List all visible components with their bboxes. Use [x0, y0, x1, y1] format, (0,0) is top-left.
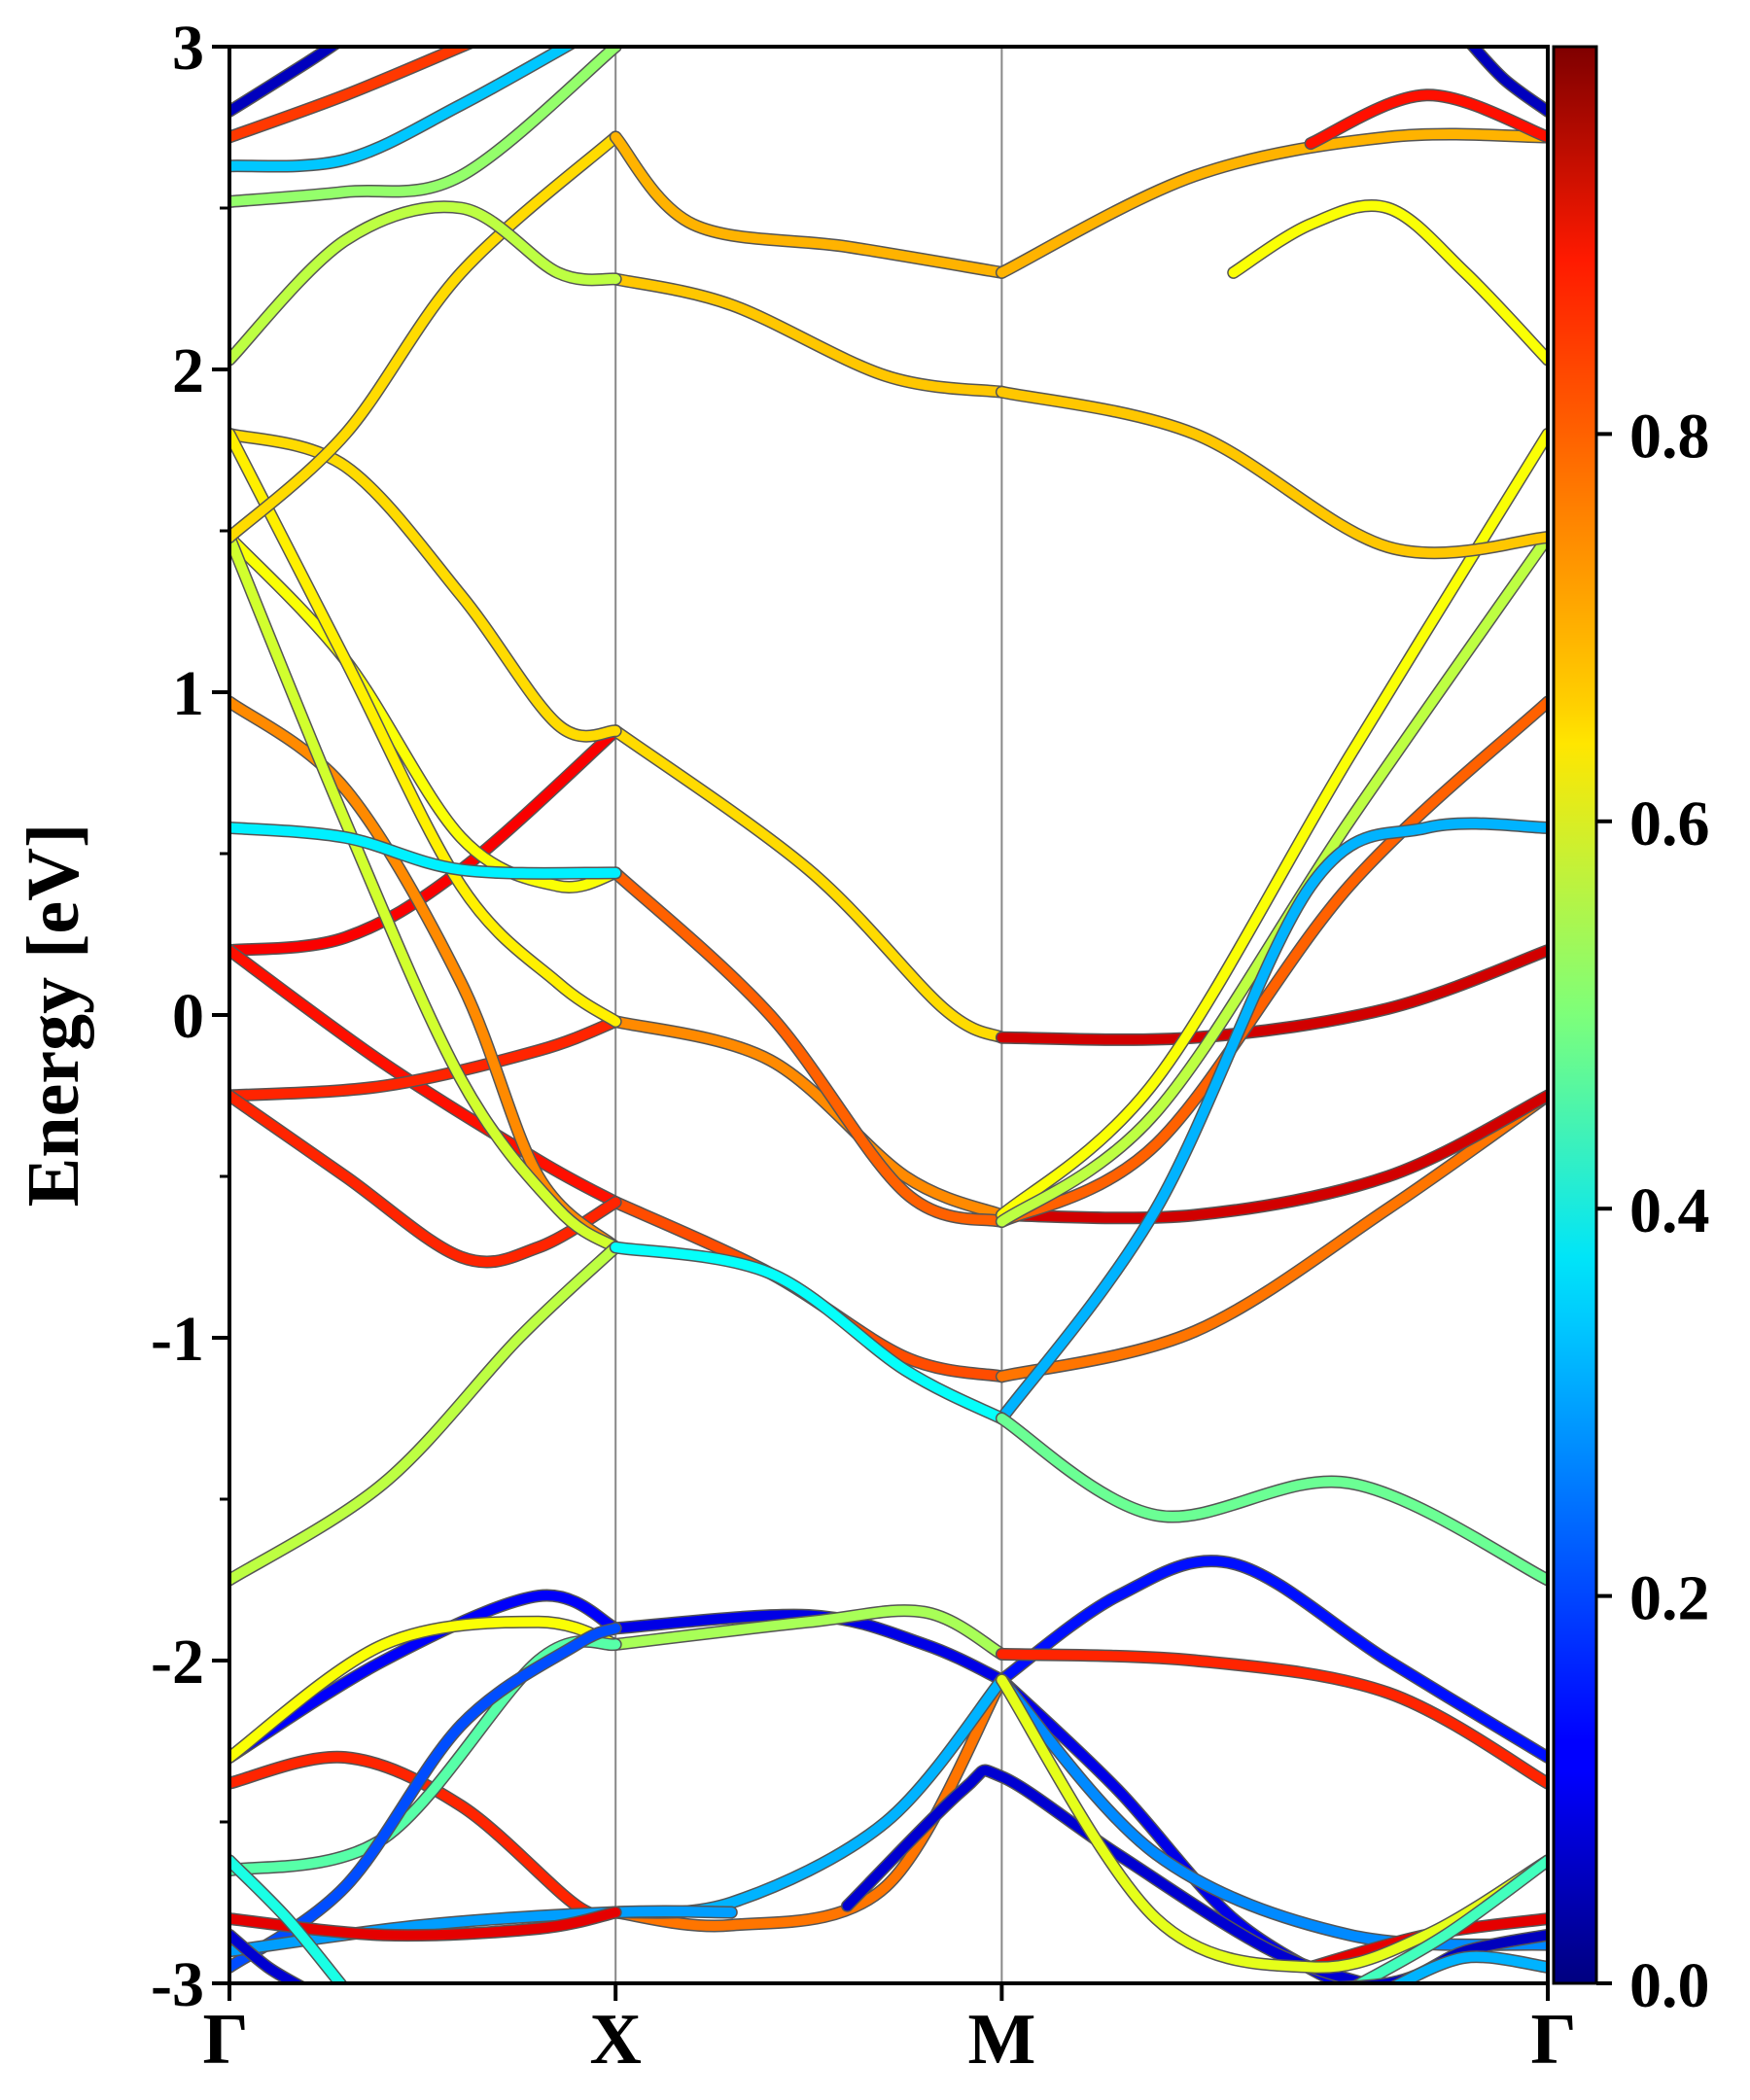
- colorbar-tick-label: 0.2: [1629, 1563, 1710, 1634]
- band-line: [997, 387, 1548, 558]
- band-line: [997, 1556, 1548, 1763]
- band-line: [997, 1414, 1548, 1585]
- x-tick-label: X: [589, 2000, 641, 2080]
- band-outline: [229, 1015, 622, 1102]
- y-tick-label: 3: [172, 13, 204, 84]
- y-tick-label: 1: [172, 658, 204, 729]
- band-outline: [609, 130, 1008, 279]
- band-line: [997, 1674, 1348, 1983]
- band-outline: [995, 385, 1548, 560]
- band-line: [611, 132, 1007, 278]
- band-line: [997, 1649, 1548, 1789]
- band-line: [229, 429, 621, 742]
- band-line: [229, 1016, 621, 1101]
- x-tick-label: Γ: [202, 2000, 248, 2080]
- band-outline: [609, 724, 1008, 1044]
- band-line: [611, 1605, 1007, 1660]
- y-tick-label: 2: [172, 335, 204, 406]
- colorbar-tick-label: 0.6: [1629, 788, 1710, 859]
- band-line: [997, 1091, 1548, 1382]
- band-line: [997, 129, 1548, 278]
- band-line: [842, 1766, 1384, 1983]
- band-line: [997, 945, 1548, 1045]
- colorbar-tick-label: 0.4: [1629, 1175, 1710, 1246]
- y-tick-label: -1: [151, 1304, 204, 1375]
- band-line: [1350, 1855, 1548, 1983]
- x-tick-label: Γ: [1530, 2000, 1576, 2080]
- band-line: [229, 1091, 621, 1267]
- band-line: [997, 532, 1548, 1227]
- band-line: [229, 47, 621, 207]
- band-line: [611, 867, 1007, 1227]
- band-line: [1228, 200, 1548, 365]
- band-line: [1306, 89, 1548, 149]
- band-line: [229, 1242, 621, 1585]
- band-line: [229, 132, 621, 542]
- colorbar-tick-label: 0.8: [1629, 401, 1710, 472]
- band-outline: [609, 272, 1008, 399]
- band-line: [229, 1752, 621, 1921]
- y-tick-label: 0: [172, 981, 204, 1052]
- band-line: [611, 1674, 1007, 1931]
- band-outline: [995, 1412, 1548, 1587]
- y-axis-label: Energy [eV]: [13, 823, 94, 1208]
- colorbar-tick-label: 0.0: [1629, 1950, 1710, 2021]
- band-line: [1467, 47, 1548, 117]
- band-line: [229, 532, 621, 1252]
- band-outline: [229, 1634, 622, 1877]
- y-ticks: 3 2 1 0 -1 -2 -3: [151, 13, 229, 2020]
- band-line: [997, 1091, 1548, 1223]
- band-line: [229, 1636, 621, 1875]
- band-line: [1389, 1951, 1548, 1983]
- colorbar: [1552, 45, 1598, 1985]
- band-line: [229, 429, 621, 1027]
- band-line: [611, 274, 1007, 398]
- band-line: [229, 47, 576, 172]
- band-line: [229, 1855, 347, 1983]
- band-lines: [229, 47, 1548, 1983]
- band-line: [229, 532, 621, 892]
- band-outline: [609, 1015, 1008, 1222]
- band-line: [229, 1617, 621, 1763]
- x-tick-label: M: [967, 2000, 1035, 2080]
- band-line: [997, 1674, 1548, 1973]
- band-line: [997, 697, 1548, 1227]
- band-line: [611, 1242, 1007, 1423]
- band-outline: [229, 200, 622, 367]
- colorbar-ticks: 0.0 0.2 0.4 0.6 0.8: [1596, 401, 1710, 2021]
- band-line: [997, 819, 1548, 1423]
- band-line: [997, 429, 1548, 1220]
- band-line: [229, 822, 621, 879]
- band-line: [229, 945, 621, 1208]
- band-line: [229, 47, 340, 117]
- band-outline: [995, 817, 1548, 1425]
- band-line: [229, 1930, 305, 1983]
- band-line: [229, 47, 474, 142]
- band-line: [229, 201, 621, 365]
- band-outline: [1227, 198, 1548, 367]
- y-tick-label: -3: [151, 1949, 204, 2020]
- band-line: [611, 1016, 1007, 1220]
- band-outline: [229, 47, 579, 173]
- band-line: [997, 1674, 1548, 1950]
- band-line: [611, 725, 1007, 1043]
- y-tick-label: -2: [151, 1627, 204, 1698]
